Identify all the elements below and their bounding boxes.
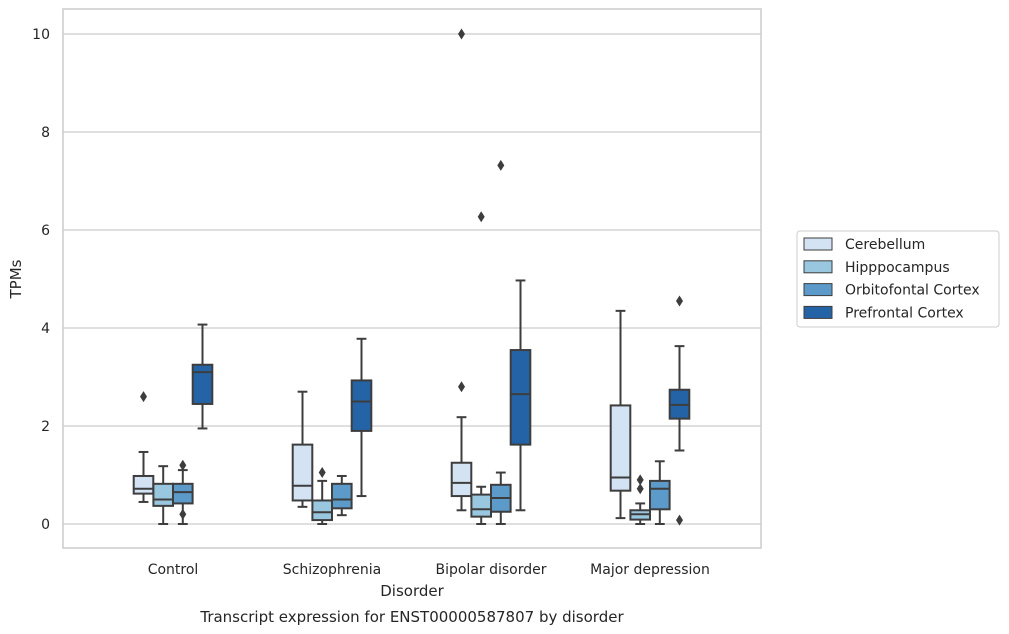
box-iqr: [152, 482, 174, 507]
legend-label: Prefrontal Cortex: [845, 305, 964, 321]
outlier-point: [676, 295, 683, 307]
box-iqr: [191, 363, 214, 405]
box-hipppocampus: [311, 467, 333, 525]
x-tick-label: Schizophrenia: [283, 562, 381, 578]
box-iqr: [132, 474, 155, 495]
box-iqr: [450, 461, 473, 498]
x-tick-label: Control: [148, 562, 199, 578]
boxes-layer: [132, 28, 691, 526]
legend-label: Hipppocampus: [845, 260, 950, 276]
box-orbitofontal-cortex: [172, 459, 194, 525]
chart-caption: Transcript expression for ENST0000058780…: [199, 608, 624, 626]
outlier-point: [458, 381, 465, 393]
box-iqr: [172, 482, 194, 505]
x-tick-label: Bipolar disorder: [435, 562, 546, 578]
box-cerebellum: [132, 391, 155, 503]
box-orbitofontal-cortex: [490, 159, 512, 525]
box-prefrontal-cortex: [350, 337, 373, 498]
y-tick-label: 6: [41, 223, 50, 239]
box-prefrontal-cortex: [668, 295, 691, 526]
outlier-point: [318, 467, 326, 479]
legend-swatch: [803, 305, 833, 319]
outlier-point: [676, 514, 683, 526]
legend-swatch: [803, 237, 833, 251]
outlier-point: [636, 483, 644, 495]
y-tick-labels: 0 2 4 6 8 10: [32, 27, 50, 533]
legend-swatch: [803, 260, 833, 274]
legend-swatch: [803, 283, 833, 297]
box-cerebellum: [609, 309, 632, 520]
box-prefrontal-cortex: [191, 323, 214, 430]
box-hipppocampus: [629, 474, 652, 525]
y-tick-label: 0: [41, 517, 50, 533]
y-tick-label: 2: [41, 419, 50, 435]
box-orbitofontal-cortex: [649, 460, 671, 525]
outlier-point: [497, 159, 505, 171]
legend: Cerebellum Hipppocampus Orbitofontal Corte…: [796, 230, 1000, 328]
box-prefrontal-cortex: [509, 279, 532, 512]
legend-frame: [796, 230, 1000, 328]
x-tick-label: Major depression: [590, 562, 710, 578]
outlier-point: [140, 391, 147, 403]
x-tick-labels: Control Schizophrenia Bipolar disorder Majo…: [148, 562, 710, 578]
box-iqr: [311, 499, 333, 522]
box-iqr: [609, 404, 632, 492]
box-iqr: [331, 482, 353, 510]
y-tick-label: 8: [41, 125, 50, 141]
plot-frame: [62, 8, 762, 549]
box-cerebellum: [450, 28, 473, 512]
y-axis-label: TPMs: [7, 259, 25, 299]
box-iqr: [291, 443, 314, 502]
box-hipppocampus: [470, 211, 492, 525]
outlier-point: [477, 211, 485, 223]
outlier-point: [458, 28, 465, 40]
y-tick-label: 10: [32, 27, 50, 43]
y-tick-label: 4: [41, 321, 50, 337]
gridlines: [63, 33, 761, 525]
box-iqr: [509, 349, 532, 446]
legend-label: Cerebellum: [845, 237, 925, 253]
box-iqr: [350, 379, 373, 432]
box-orbitofontal-cortex: [331, 474, 353, 517]
box-cerebellum: [291, 390, 314, 508]
outlier-point: [179, 459, 187, 471]
x-axis-label: Disorder: [380, 582, 444, 600]
outlier-point: [636, 474, 644, 486]
box-iqr: [470, 493, 492, 518]
outlier-point: [179, 508, 187, 520]
legend-label: Orbitofontal Cortex: [845, 283, 980, 299]
box-iqr: [649, 479, 671, 511]
box-hipppocampus: [152, 465, 174, 525]
